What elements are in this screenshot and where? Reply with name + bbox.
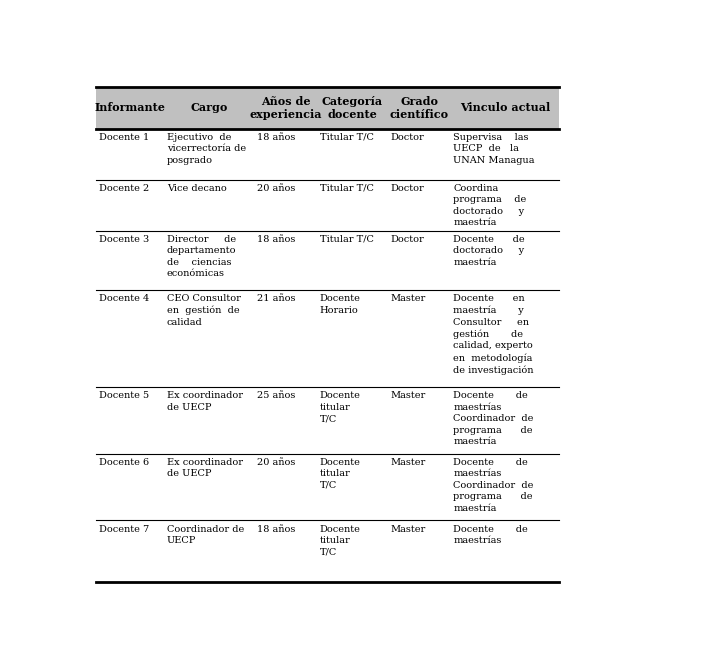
Text: Ex coordinador
de UECP: Ex coordinador de UECP [167, 391, 243, 412]
Text: Docente
Horario: Docente Horario [320, 295, 360, 314]
Bar [96, 87, 559, 128]
Text: Vice decano: Vice decano [167, 184, 226, 193]
Bar [96, 520, 559, 581]
Text: Docente       de
maestrías
Coordinador  de
programa      de
maestría: Docente de maestrías Coordinador de prog… [454, 391, 534, 446]
Text: Docente
titular
T/C: Docente titular T/C [320, 458, 360, 490]
Text: Master: Master [391, 391, 426, 401]
Text: Director     de
departamento
de    ciencias
económicas: Director de departamento de ciencias eco… [167, 235, 236, 278]
Text: Grado
científico: Grado científico [389, 96, 448, 120]
Text: Supervisa    las
UECP  de   la
UNAN Managua: Supervisa las UECP de la UNAN Managua [454, 133, 535, 165]
Text: Master: Master [391, 295, 426, 303]
Text: Docente 4: Docente 4 [99, 295, 149, 303]
Text: 18 años: 18 años [257, 133, 296, 142]
Text: Docente 1: Docente 1 [99, 133, 149, 142]
Text: 18 años: 18 años [257, 235, 296, 244]
Text: Titular T/C: Titular T/C [320, 184, 373, 193]
Text: Master: Master [391, 458, 426, 467]
Text: 18 años: 18 años [257, 524, 296, 534]
Bar [96, 290, 559, 387]
Text: Docente 6: Docente 6 [99, 458, 149, 467]
Text: 20 años: 20 años [257, 458, 296, 467]
Text: Ejecutivo  de
vicerrectoría de
posgrado: Ejecutivo de vicerrectoría de posgrado [167, 133, 246, 165]
Text: Doctor: Doctor [391, 184, 425, 193]
Text: Docente       de
maestrías: Docente de maestrías [454, 524, 528, 545]
Text: Informante: Informante [94, 103, 165, 113]
Text: Doctor: Doctor [391, 235, 425, 244]
Text: Docente
titular
T/C: Docente titular T/C [320, 524, 360, 557]
Text: Docente 2: Docente 2 [99, 184, 149, 193]
Text: Años de
experiencia: Años de experiencia [249, 96, 322, 120]
Text: Master: Master [391, 524, 426, 534]
Text: Docente
titular
T/C: Docente titular T/C [320, 391, 360, 423]
Bar [96, 387, 559, 454]
Text: Titular T/C: Titular T/C [320, 235, 373, 244]
Text: Docente 5: Docente 5 [99, 391, 149, 401]
Text: Ex coordinador
de UECP: Ex coordinador de UECP [167, 458, 243, 479]
Text: Docente       de
maestrías
Coordinador  de
programa      de
maestría: Docente de maestrías Coordinador de prog… [454, 458, 534, 513]
Bar [96, 180, 559, 231]
Text: CEO Consultor
en  gestión  de
calidad: CEO Consultor en gestión de calidad [167, 295, 241, 327]
Text: Docente 7: Docente 7 [99, 524, 149, 534]
Text: 25 años: 25 años [257, 391, 296, 401]
Text: Vinculo actual: Vinculo actual [460, 103, 550, 113]
Text: Titular T/C: Titular T/C [320, 133, 373, 142]
Text: Docente 3: Docente 3 [99, 235, 149, 244]
Text: Docente      en
maestría       y
Consultor     en
gestión       de
calidad, expe: Docente en maestría y Consultor en gesti… [454, 295, 534, 375]
Text: Cargo: Cargo [190, 103, 228, 113]
Text: Coordinador de
UECP: Coordinador de UECP [167, 524, 244, 545]
Text: 21 años: 21 años [257, 295, 296, 303]
Bar [96, 454, 559, 520]
Text: Categoría
docente: Categoría docente [322, 96, 383, 120]
Text: Docente      de
doctorado     y
maestría: Docente de doctorado y maestría [454, 235, 525, 267]
Bar [96, 128, 559, 180]
Text: Coordina
programa    de
doctorado     y
maestría: Coordina programa de doctorado y maestrí… [454, 184, 526, 227]
Text: Doctor: Doctor [391, 133, 425, 142]
Text: 20 años: 20 años [257, 184, 296, 193]
Bar [96, 231, 559, 290]
